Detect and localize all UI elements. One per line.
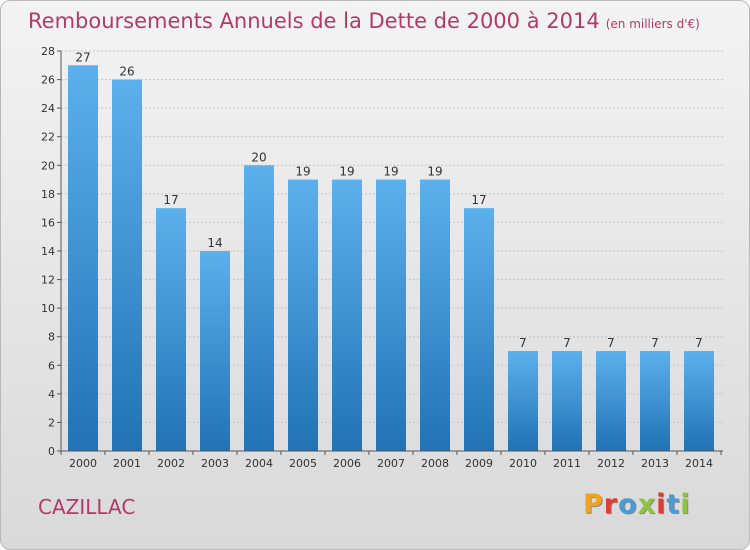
- x-tick-label: 2007: [377, 457, 405, 470]
- bar-2012: [596, 351, 626, 451]
- x-axis: 2000 2001 2002 2003 2004 2005 2006 2007 2008 2009…: [60, 450, 723, 470]
- logo-letter: r: [603, 489, 619, 520]
- y-tick-label: 14: [41, 245, 55, 258]
- data-label: 27: [75, 50, 90, 64]
- bar-2001: [112, 79, 142, 452]
- y-tick-label: 24: [41, 102, 55, 115]
- data-label: 7: [519, 336, 527, 350]
- y-tick-label: 16: [41, 216, 55, 229]
- bar-2011: [552, 351, 582, 451]
- data-label: 19: [427, 165, 442, 179]
- x-tick-label: 2014: [685, 457, 713, 470]
- data-label: 7: [607, 336, 615, 350]
- bar-2008: [420, 179, 450, 452]
- logo-letter: P: [583, 489, 604, 520]
- x-tick-label: 2002: [157, 457, 185, 470]
- y-tick-label: 22: [41, 131, 55, 144]
- bar-2005: [288, 179, 318, 452]
- place-name: CAZILLAC: [38, 495, 136, 519]
- x-tick-label: 2004: [245, 457, 273, 470]
- bars: 27 26 17 14 20 19 19 19 19 17 7 7 7 7 7: [68, 50, 714, 452]
- logo-letter: x: [637, 489, 657, 520]
- y-tick-label: 18: [41, 188, 55, 201]
- logo-letter: o: [618, 489, 638, 520]
- x-tick-label: 2009: [465, 457, 493, 470]
- y-tick-label: 0: [48, 445, 55, 458]
- x-tick-label: 2001: [113, 457, 141, 470]
- data-label: 20: [251, 150, 266, 164]
- x-tick-label: 2012: [597, 457, 625, 470]
- bar-2002: [156, 208, 186, 451]
- x-tick-label: 2010: [509, 457, 537, 470]
- bar-2000: [68, 65, 98, 452]
- y-tick-label: 6: [48, 359, 55, 372]
- data-label: 19: [339, 165, 354, 179]
- bar-2013: [640, 351, 670, 451]
- bar-2009: [464, 208, 494, 451]
- x-tick-label: 2000: [69, 457, 97, 470]
- data-label: 17: [471, 193, 486, 207]
- data-label: 7: [651, 336, 659, 350]
- x-tick-label: 2008: [421, 457, 449, 470]
- bar-2014: [684, 351, 714, 451]
- proxiti-logo[interactable]: Proxiti: [583, 489, 691, 520]
- bar-2010: [508, 351, 538, 451]
- data-label: 17: [163, 193, 178, 207]
- logo-letter: t: [666, 489, 681, 520]
- y-tick-label: 26: [41, 74, 55, 87]
- y-tick-label: 20: [41, 159, 55, 172]
- logo-letter: i: [656, 489, 667, 520]
- bar-2006: [332, 179, 362, 452]
- x-tick-label: 2003: [201, 457, 229, 470]
- data-label: 19: [383, 165, 398, 179]
- data-label: 26: [119, 65, 134, 79]
- data-label: 14: [207, 236, 222, 250]
- data-label: 7: [695, 336, 703, 350]
- bar-2004: [244, 165, 274, 452]
- data-label: 19: [295, 165, 310, 179]
- data-label: 7: [563, 336, 571, 350]
- y-tick-label: 8: [48, 331, 55, 344]
- bar-2003: [200, 251, 230, 451]
- x-tick-label: 2011: [553, 457, 581, 470]
- chart-subtitle: (en milliers d'€): [605, 17, 700, 31]
- chart-title: Remboursements Annuels de la Dette de 20…: [28, 9, 700, 33]
- x-tick-label: 2006: [333, 457, 361, 470]
- y-tick-label: 28: [41, 45, 55, 58]
- y-tick-label: 12: [41, 274, 55, 287]
- y-tick-label: 2: [48, 416, 55, 429]
- chart-title-text: Remboursements Annuels de la Dette de 20…: [28, 9, 600, 33]
- logo-letter: i: [680, 489, 691, 520]
- y-tick-label: 4: [48, 388, 55, 401]
- y-tick-label: 10: [41, 302, 55, 315]
- x-tick-label: 2005: [289, 457, 317, 470]
- bar-2007: [376, 179, 406, 452]
- x-tick-label: 2013: [641, 457, 669, 470]
